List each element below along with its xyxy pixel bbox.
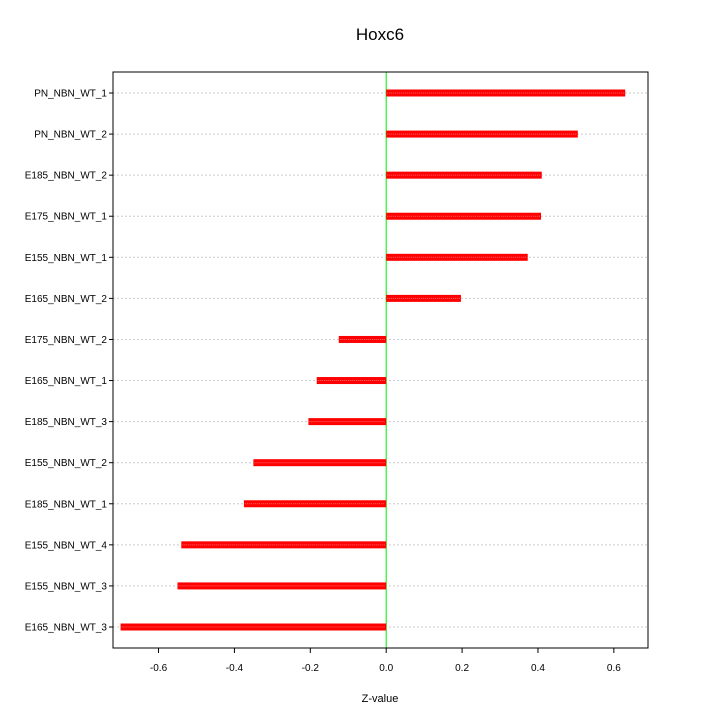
bar (253, 459, 387, 467)
x-tick-label: -0.2 (302, 663, 320, 674)
x-tick-label: 0.4 (531, 663, 545, 674)
y-tick-label: E185_NBN_WT_3 (25, 417, 108, 428)
y-tick-label: E165_NBN_WT_1 (25, 376, 108, 387)
y-axis: PN_NBN_WT_1 PN_NBN_WT_2 E185_NBN_WT_2 E175_… (25, 89, 113, 634)
y-tick-label: E155_NBN_WT_1 (25, 253, 108, 264)
bar (386, 89, 626, 97)
bar-rect (386, 253, 528, 261)
bar (386, 130, 578, 138)
bar-rect (308, 418, 387, 426)
bar-rect (181, 541, 387, 549)
y-tick-label: E175_NBN_WT_1 (25, 212, 108, 223)
chart-title: Hoxc6 (356, 25, 404, 44)
y-tick-label: E165_NBN_WT_2 (25, 294, 108, 305)
y-tick-label: E175_NBN_WT_2 (25, 335, 108, 346)
x-axis-label: Z-value (362, 693, 399, 705)
y-tick-label: PN_NBN_WT_1 (34, 89, 107, 100)
bar (181, 541, 387, 549)
bar (338, 335, 387, 343)
x-tick-label: 0.2 (455, 663, 469, 674)
bar (386, 253, 528, 261)
y-tick-label: E185_NBN_WT_2 (25, 171, 108, 182)
bar-rect (253, 459, 387, 467)
bar (120, 623, 387, 631)
bar (386, 294, 461, 302)
bar-rect (177, 582, 387, 590)
x-axis: -0.6 -0.4 -0.2 0.0 0.2 0.4 0.6 (150, 648, 621, 674)
bar (386, 212, 541, 220)
plot-frame (112, 71, 649, 649)
y-tick-label: E155_NBN_WT_2 (25, 458, 108, 469)
y-tick-label: PN_NBN_WT_2 (34, 130, 107, 141)
bar (386, 171, 542, 179)
y-tick-label: E155_NBN_WT_3 (25, 581, 108, 592)
bar-rect (120, 623, 387, 631)
bar (243, 500, 387, 508)
bar (177, 582, 387, 590)
x-tick-label: 0.0 (379, 663, 393, 674)
bar (316, 377, 387, 385)
x-tick-label: -0.4 (226, 663, 244, 674)
bars (120, 89, 626, 631)
y-tick-label: E185_NBN_WT_1 (25, 499, 108, 510)
bar (308, 418, 387, 426)
bar-rect (316, 377, 387, 385)
y-tick-label: E155_NBN_WT_4 (25, 540, 108, 551)
x-tick-label: 0.6 (607, 663, 621, 674)
x-tick-label: -0.6 (150, 663, 168, 674)
y-tick-label: E165_NBN_WT_3 (25, 623, 108, 634)
